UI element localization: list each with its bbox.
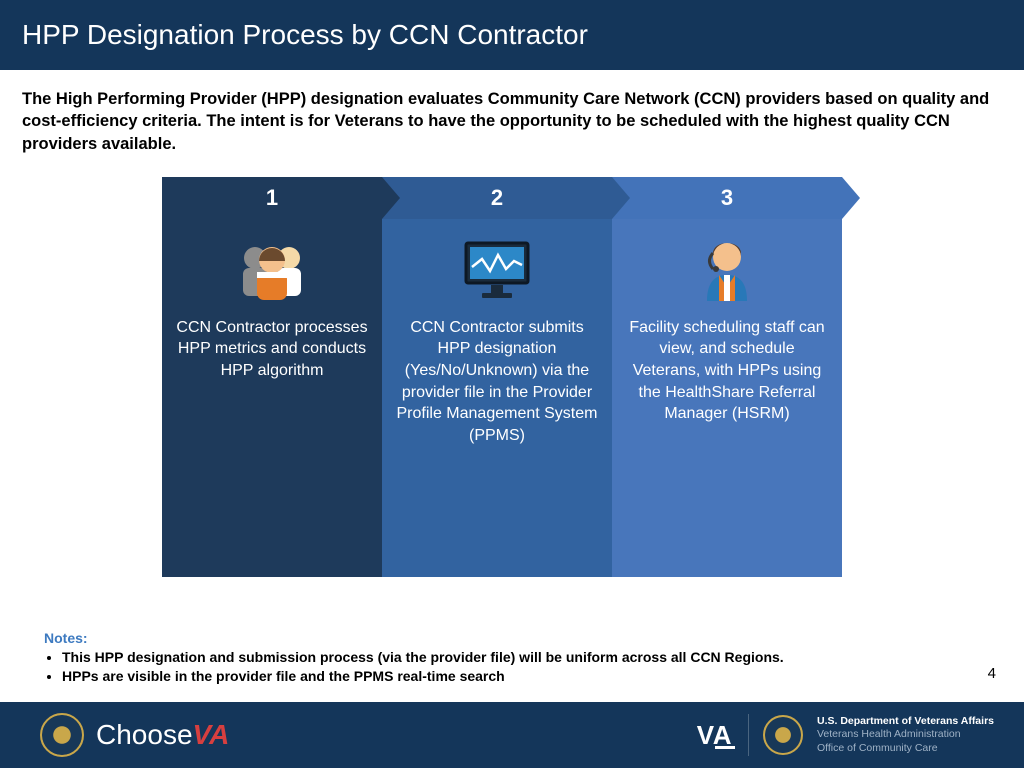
va-seal-icon-2 <box>763 715 803 755</box>
va-seal-icon <box>40 713 84 757</box>
note-item: This HPP designation and submission proc… <box>62 648 784 667</box>
people-icon <box>233 242 311 300</box>
footer-bar: ChooseVA VA U.S. Department of Veterans … <box>0 702 1024 768</box>
note-item: HPPs are visible in the provider file an… <box>62 667 784 686</box>
step-number: 1 <box>266 185 278 211</box>
monitor-icon <box>464 241 530 301</box>
people-icon-wrap <box>233 239 311 303</box>
intro-paragraph: The High Performing Provider (HPP) desig… <box>0 70 1024 165</box>
footer-divider <box>748 714 749 756</box>
va-wordmark: VA <box>697 720 734 751</box>
title-bar: HPP Designation Process by CCN Contracto… <box>0 0 1024 70</box>
notes-title: Notes: <box>44 630 784 646</box>
step-number: 3 <box>721 185 733 211</box>
monitor-icon-wrap <box>464 239 530 303</box>
step-text: Facility scheduling staff can view, and … <box>626 317 828 425</box>
dept-line-1: U.S. Department of Veterans Affairs <box>817 715 994 728</box>
dept-line-3: Office of Community Care <box>817 742 994 755</box>
choose-va-logo: ChooseVA <box>40 713 229 757</box>
step-number: 2 <box>491 185 503 211</box>
page-title: HPP Designation Process by CCN Contracto… <box>22 19 588 51</box>
step-body-2: CCN Contractor submits HPP designation (… <box>382 219 612 577</box>
process-diagram: 1 CCN Contractor processes HPP metrics a… <box>162 177 862 577</box>
step-header-2: 2 <box>382 177 612 219</box>
dept-line-2: Veterans Health Administration <box>817 728 994 741</box>
notes-section: Notes: This HPP designation and submissi… <box>44 630 784 686</box>
step-text: CCN Contractor processes HPP metrics and… <box>176 317 368 382</box>
agent-icon-wrap <box>696 239 758 303</box>
footer-right: VA U.S. Department of Veterans Affairs V… <box>697 714 994 756</box>
agent-icon <box>696 239 758 303</box>
step-body-1: CCN Contractor processes HPP metrics and… <box>162 219 382 577</box>
choose-text: Choose <box>96 719 193 750</box>
page-number: 4 <box>988 665 996 682</box>
step-text: CCN Contractor submits HPP designation (… <box>396 317 598 447</box>
step-header-3: 3 <box>612 177 842 219</box>
department-text: U.S. Department of Veterans Affairs Vete… <box>817 715 994 754</box>
va-red-text: VA <box>193 719 230 750</box>
step-header-1: 1 <box>162 177 382 219</box>
step-body-3: Facility scheduling staff can view, and … <box>612 219 842 577</box>
